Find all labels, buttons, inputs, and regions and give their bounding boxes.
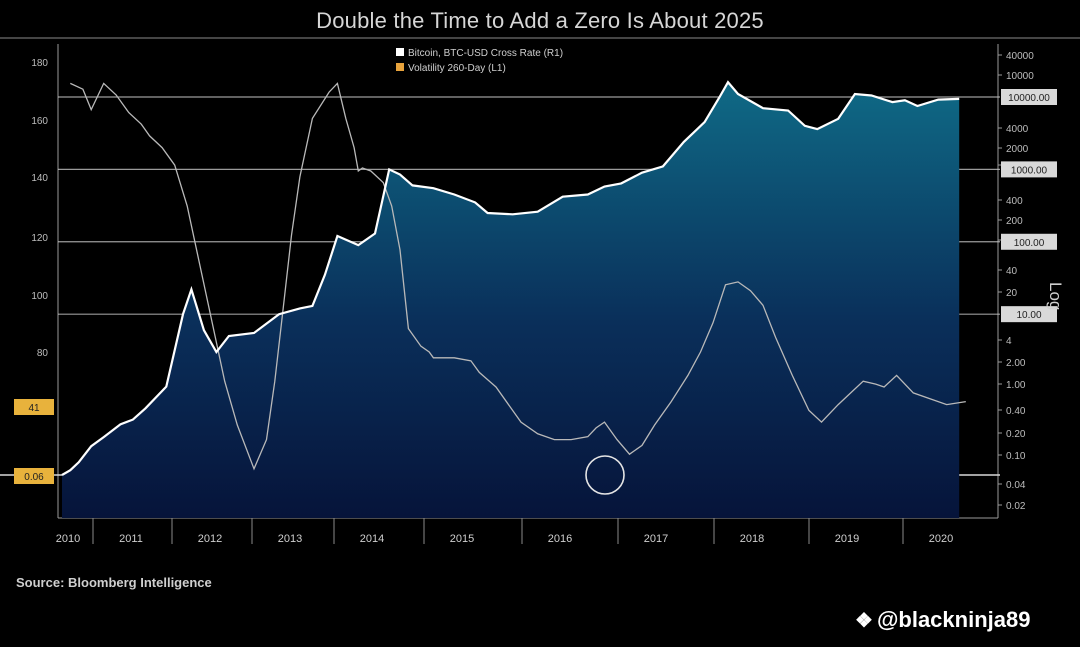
chart-title: Double the Time to Add a Zero Is About 2… — [316, 8, 764, 33]
price-area — [62, 82, 960, 518]
watermark: ❖ @blackninja89 — [855, 607, 1030, 633]
left-value-badge — [14, 399, 54, 415]
left-value-badge-label: 41 — [28, 403, 40, 414]
left-tick-label: 160 — [31, 116, 48, 127]
x-tick-label: 2017 — [644, 533, 668, 545]
x-tick-label: 2013 — [278, 533, 302, 545]
x-tick-label: 2014 — [360, 533, 384, 545]
right-tick-label: 40 — [1006, 266, 1018, 277]
right-tick-label: 40000 — [1006, 51, 1034, 62]
left-value-badge-label: 0.06 — [24, 472, 44, 483]
volatility-line — [70, 82, 966, 471]
legend-label: Bitcoin, BTC-USD Cross Rate (R1) — [408, 48, 563, 59]
right-tick-label: 4000 — [1006, 124, 1029, 135]
legend-swatch — [396, 63, 404, 71]
x-tick-label: 2020 — [929, 533, 953, 545]
watermark-text: @blackninja89 — [876, 607, 1031, 632]
right-value-badge-label: 10.00 — [1016, 310, 1041, 321]
right-value-badge — [1001, 161, 1057, 178]
x-tick-label: 2011 — [119, 533, 143, 545]
chart-svg: 2010 2011 2012 2013 2014 2015 2016 2017 2018 2019… — [0, 37, 1080, 545]
right-tick-label: 0.02 — [1006, 501, 1026, 512]
right-tick-label: 0.10 — [1006, 451, 1026, 462]
x-tick-label: 2018 — [740, 533, 764, 545]
left-tick-label: 80 — [37, 348, 49, 359]
right-tick-label: 0.40 — [1006, 406, 1026, 417]
right-tick-label: 2000 — [1006, 144, 1029, 155]
x-tick-label: 2012 — [198, 533, 222, 545]
right-tick-label: 0.20 — [1006, 429, 1026, 440]
right-axis: 4000010000400020001000400200100402042.00… — [998, 51, 1034, 512]
right-value-badge — [1001, 306, 1057, 323]
right-tick-label: 200 — [1006, 216, 1023, 227]
x-tick-label: 2015 — [450, 533, 474, 545]
x-axis: 2010 2011 2012 2013 2014 2015 2016 2017 2018 2019… — [56, 518, 953, 545]
right-tick-label: 0.04 — [1006, 480, 1026, 491]
right-tick-label: 20 — [1006, 288, 1018, 299]
right-value-badge-label: 100.00 — [1014, 238, 1045, 249]
value-badges: 10000.00 1000.00 100.00 10.00 41 0.06 — [14, 89, 1057, 484]
binance-icon: ❖ — [855, 610, 873, 632]
right-value-badge — [1001, 89, 1057, 105]
source-note: Source: Bloomberg Intelligence — [16, 575, 212, 590]
left-tick-label: 120 — [31, 233, 48, 244]
right-value-badge-label: 1000.00 — [1011, 165, 1048, 176]
right-tick-label: 1.00 — [1006, 380, 1026, 391]
right-axis-label: Log — [1046, 282, 1065, 310]
legend-swatch — [396, 48, 404, 56]
legend-label: Volatility 260-Day (L1) — [408, 63, 506, 74]
legend: Bitcoin, BTC-USD Cross Rate (R1) Volatili… — [396, 48, 563, 74]
x-tick-label: 2010 — [56, 533, 80, 545]
left-value-badge — [14, 468, 54, 484]
right-tick-label: 4 — [1006, 336, 1012, 347]
right-value-badge-label: 10000.00 — [1008, 93, 1050, 104]
x-tick-label: 2016 — [548, 533, 572, 545]
left-tick-label: 140 — [31, 173, 48, 184]
price-line — [61, 80, 960, 476]
right-tick-label: 2.00 — [1006, 358, 1026, 369]
left-tick-label: 180 — [31, 58, 48, 69]
left-tick-label: 100 — [31, 291, 48, 302]
right-value-badge — [1001, 233, 1057, 250]
right-tick-label: 400 — [1006, 196, 1023, 207]
left-axis: 180 160 140 120 100 80 — [31, 58, 48, 359]
highlight-circle — [585, 455, 625, 495]
x-tick-label: 2019 — [835, 533, 859, 545]
right-tick-label: 10000 — [1006, 71, 1034, 82]
